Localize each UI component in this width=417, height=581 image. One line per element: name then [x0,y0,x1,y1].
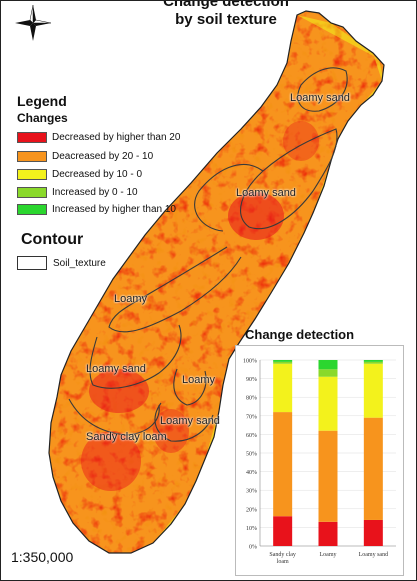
bar-segment [273,516,293,546]
chart-title: Change detection [245,327,355,342]
map-label-loamy-sand-south: Loamy sand [160,415,220,427]
legend-heading: Legend [17,93,67,109]
changes-heading: Changes [17,111,68,125]
bar-segment [273,412,293,517]
bar-segment [318,430,338,522]
north-arrow-icon [15,4,52,41]
bar-segment [318,369,338,377]
bar-segment [273,363,293,413]
legend-item: Decreased by higher than 20 [17,130,180,144]
bar-segment [318,376,338,431]
bar-segment [363,363,383,418]
y-tick-label: 90% [246,377,257,383]
map-label-loamy-sand-mid: Loamy sand [236,187,296,199]
x-tick-label: loam [277,559,289,565]
contour-swatch [17,256,47,270]
legend-item: Increased by higher than 10 [17,202,176,216]
legend-swatch [17,203,47,215]
y-tick-label: 20% [246,507,257,513]
map-scale: 1:350,000 [11,549,74,565]
map-label-sandy-clay-loam: Sandy clay loam [86,431,167,443]
legend-swatch [17,131,47,143]
y-tick-label: 80% [246,396,257,402]
legend-swatch [17,168,47,180]
legend-item: Decreased by 10 - 0 [17,167,142,181]
bar-segment [363,417,383,520]
map-label-loamy-west: Loamy [114,293,148,305]
bar-segment [318,521,338,546]
y-tick-label: 50% [246,452,257,458]
legend-label: Deacreased by 20 - 10 [52,150,154,162]
y-tick-label: 30% [246,489,257,495]
bar-segment [363,361,383,364]
chart-panel: 0% 10% 20% 30% 40% 50% 60% 70% 80% 90% 100% Sandy c… [235,345,404,576]
x-tick-label: Sandy clay [269,552,296,558]
contour-legend-item: Soil_texture [17,256,106,270]
map-title-line1: Change detection [163,0,289,10]
bar-segment [318,360,338,370]
legend-item: Increased by 0 - 10 [17,185,138,199]
legend-label: Increased by 0 - 10 [52,186,138,198]
x-tick-label: Loamy [320,552,337,558]
y-tick-label: 40% [246,470,257,476]
map-label-loamy-sand-north: Loamy sand [290,92,350,104]
map-label-loamy-sand-southwest: Loamy sand [86,363,146,375]
y-tick-label: 70% [246,414,257,420]
stacked-bar-chart: 0% 10% 20% 30% 40% 50% 60% 70% 80% 90% 100% Sandy c… [243,359,396,565]
y-tick-label: 0% [249,545,257,551]
bar-segment [363,360,383,362]
legend-item: Deacreased by 20 - 10 [17,149,153,163]
bar-segment [273,361,293,364]
map-title-line2: by soil texture [175,11,277,28]
contour-heading: Contour [21,231,84,248]
contour-label: Soil_texture [53,257,106,269]
bar-segment [273,360,293,362]
soil-contours [48,10,385,554]
y-tick-label: 10% [246,526,257,532]
legend-label: Decreased by 10 - 0 [52,168,143,180]
map-label-loamy-south: Loamy [182,374,216,386]
bar-segment [363,519,383,546]
legend-label: Increased by higher than 10 [52,203,176,215]
legend-swatch [17,150,47,162]
x-tick-label: Loamy sand [359,552,389,558]
y-tick-label: 60% [246,433,257,439]
legend-swatch [17,186,47,198]
legend-label: Decreased by higher than 20 [52,131,181,143]
y-tick-label: 100% [243,359,257,365]
